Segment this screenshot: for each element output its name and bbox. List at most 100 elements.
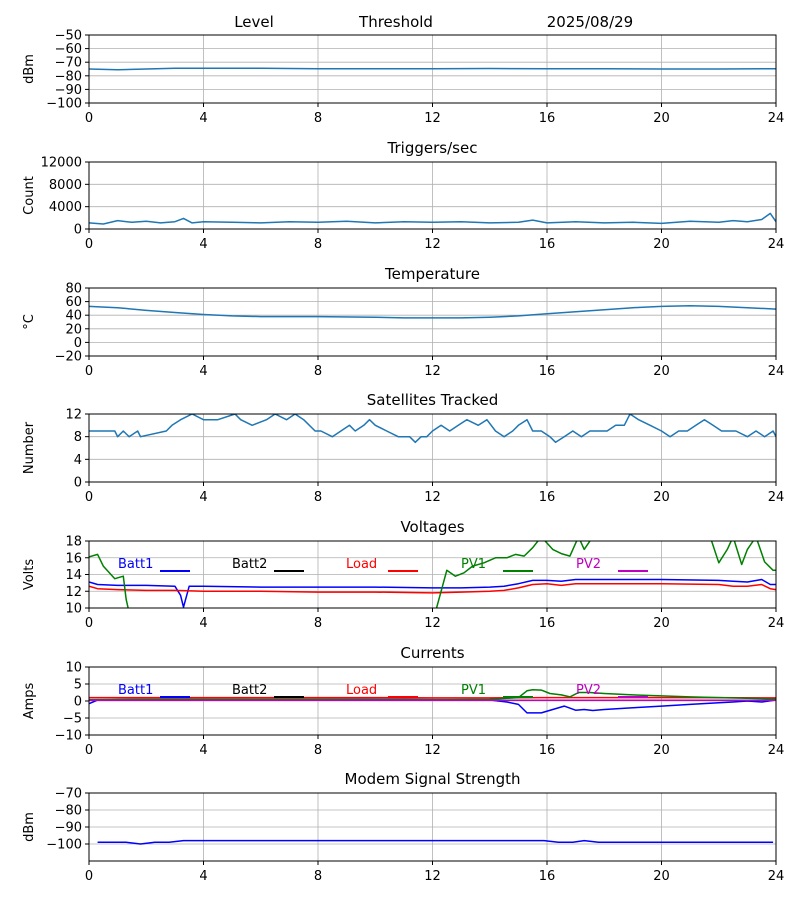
x-tick-label: 4 [199, 490, 207, 505]
x-tick-label: 12 [424, 237, 441, 252]
y-tick-label: 18 [65, 535, 82, 550]
x-tick-label: 8 [314, 743, 322, 758]
y-tick-label: 4000 [49, 200, 82, 215]
x-tick-label: 24 [768, 869, 785, 884]
y-tick-label: 0 [74, 223, 82, 238]
x-tick-label: 12 [424, 111, 441, 126]
x-tick-label: 24 [768, 616, 785, 631]
x-tick-label: 20 [653, 237, 670, 252]
x-tick-label: 16 [539, 743, 556, 758]
chart-panel-3: 0 4 8 12 16 20 24 0 4 8 12 Satellites Tracked Number [22, 391, 784, 505]
legend-label-batt2: Batt2 [232, 557, 267, 572]
x-tick-label: 16 [539, 490, 556, 505]
x-tick-label: 20 [653, 869, 670, 884]
y-tick-label: 12 [65, 408, 82, 423]
y-tick-label: 16 [65, 551, 82, 566]
series-line-0 [89, 212, 776, 225]
x-tick-label: 8 [314, 869, 322, 884]
y-tick-label: −20 [55, 350, 82, 365]
chart-title: Temperature [384, 265, 480, 283]
y-tick-label: 0 [74, 695, 82, 710]
x-tick-label: 8 [314, 237, 322, 252]
series-line-0 [89, 414, 776, 444]
y-tick-label: −90 [55, 821, 82, 836]
x-tick-label: 0 [85, 490, 93, 505]
x-tick-label: 12 [424, 743, 441, 758]
legend-label-load: Load [346, 683, 377, 698]
legend-label-pv1: PV1 [461, 557, 486, 572]
legend-label-pv2: PV2 [576, 683, 601, 698]
y-tick-label: −70 [55, 787, 82, 802]
series-line-0 [97, 839, 774, 845]
y-tick-label: 20 [65, 322, 82, 337]
x-tick-label: 12 [424, 490, 441, 505]
x-tick-label: 16 [539, 364, 556, 379]
chart-panel-5: 0 4 8 12 16 20 24 −10 −5 0 5 10 Currents Amps Batt1 Bat… [22, 644, 784, 758]
chart-title: Satellites Tracked [367, 391, 498, 409]
x-tick-label: 20 [653, 743, 670, 758]
y-tick-label: −50 [55, 29, 82, 44]
series-line-0 [89, 67, 776, 71]
y-axis-label: Volts [22, 559, 37, 591]
y-tick-label: 80 [65, 282, 82, 297]
x-tick-label: 16 [539, 616, 556, 631]
x-tick-label: 24 [768, 364, 785, 379]
x-tick-label: 12 [424, 869, 441, 884]
y-tick-label: −90 [55, 83, 82, 98]
y-tick-label: 8000 [49, 178, 82, 193]
chart-title: Currents [400, 644, 464, 662]
series-group [97, 839, 774, 845]
legend-label-batt1: Batt1 [118, 557, 153, 572]
series-group [89, 67, 776, 71]
y-tick-label: 10 [65, 661, 82, 676]
x-tick-label: 24 [768, 111, 785, 126]
y-axis-label: °C [22, 314, 37, 330]
x-tick-label: 24 [768, 743, 785, 758]
series-group [89, 212, 776, 225]
chart-panel-1: 0 4 8 12 16 20 24 0 4000 8000 12000 Triggers/sec Cou… [22, 139, 784, 252]
y-tick-label: −10 [55, 729, 82, 744]
x-tick-label: 4 [199, 616, 207, 631]
x-tick-label: 0 [85, 743, 93, 758]
y-tick-label: −70 [55, 56, 82, 71]
y-tick-label: 14 [65, 568, 82, 583]
y-tick-label: 0 [74, 476, 82, 491]
series-line-0 [89, 304, 776, 319]
y-tick-label: −100 [46, 97, 82, 112]
y-tick-label: −80 [55, 804, 82, 819]
chart-title: Modem Signal Strength [345, 770, 521, 788]
x-tick-label: 20 [653, 616, 670, 631]
x-tick-label: 0 [85, 237, 93, 252]
x-tick-label: 24 [768, 490, 785, 505]
x-tick-label: 4 [199, 743, 207, 758]
legend-label-pv2: PV2 [576, 557, 601, 572]
x-tick-label: 24 [768, 237, 785, 252]
chart-title: Triggers/sec [387, 139, 478, 157]
y-tick-label: 0 [74, 336, 82, 351]
y-axis-label: Amps [22, 682, 37, 719]
y-axis-label: Number [22, 421, 37, 474]
series-group [89, 414, 776, 444]
y-tick-label: −100 [46, 838, 82, 853]
y-tick-label: −80 [55, 69, 82, 84]
x-tick-label: 4 [199, 869, 207, 884]
x-tick-label: 4 [199, 237, 207, 252]
y-axis-label: Count [22, 176, 37, 215]
x-tick-label: 0 [85, 869, 93, 884]
x-tick-label: 16 [539, 111, 556, 126]
legend-label-batt2: Batt2 [232, 683, 267, 698]
series-line-load [89, 582, 776, 594]
y-tick-label: 12 [65, 585, 82, 600]
x-tick-label: 4 [199, 364, 207, 379]
x-tick-label: 8 [314, 111, 322, 126]
chart-panel-6: 0 4 8 12 16 20 24 −100 −90 −80 −70 Modem Signal Str… [22, 770, 784, 884]
x-tick-label: 20 [653, 111, 670, 126]
header-level-label: Level [234, 13, 274, 31]
y-axis-label: dBm [22, 812, 37, 842]
x-tick-label: 0 [85, 111, 93, 126]
x-tick-label: 4 [199, 111, 207, 126]
legend-label-load: Load [346, 557, 377, 572]
